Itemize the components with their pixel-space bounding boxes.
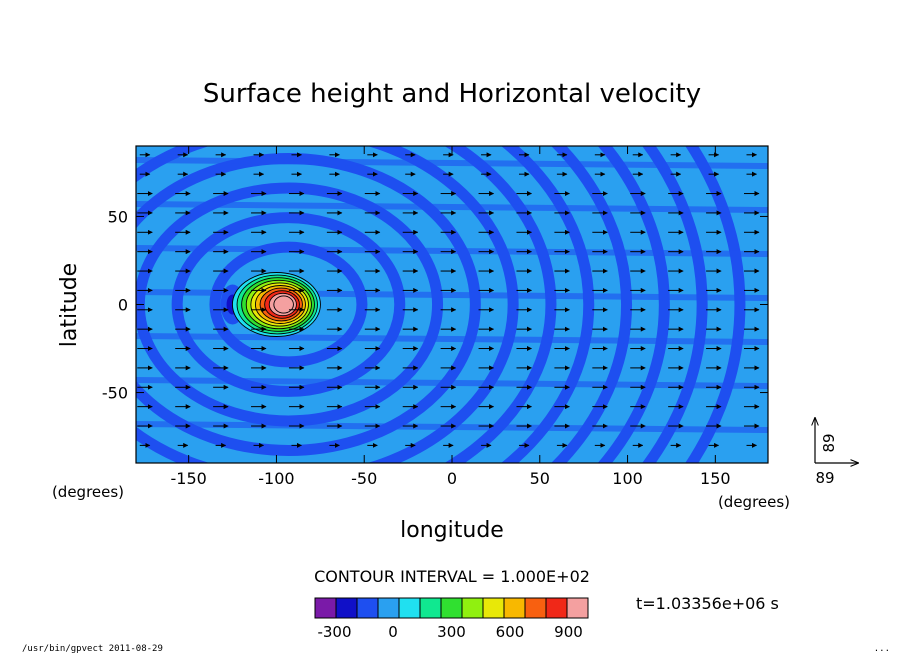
colorbar-swatch <box>524 597 547 619</box>
y-tick-label: 50 <box>108 207 128 226</box>
colorbar-swatch <box>503 597 526 619</box>
y-tick-label: 0 <box>118 296 128 315</box>
y-unit-label: (degrees) <box>52 483 124 501</box>
x-tick-label: 0 <box>447 469 457 488</box>
colorbar-swatch <box>314 597 337 619</box>
colorbar-swatch <box>545 597 568 619</box>
colorbar <box>314 597 589 619</box>
height-band <box>136 157 768 169</box>
x-tick-label: 50 <box>530 469 550 488</box>
x-tick-label: -50 <box>351 469 377 488</box>
chart-title: Surface height and Horizontal velocity <box>203 79 701 109</box>
x-unit-label: (degrees) <box>718 493 790 511</box>
height-band <box>136 333 768 345</box>
height-band <box>501 146 595 463</box>
colorbar-swatch <box>419 597 442 619</box>
height-band <box>444 146 557 463</box>
colorbar-swatch <box>482 597 505 619</box>
colorbar-swatch <box>335 597 358 619</box>
x-axis-ticks: -150 -100 -50 0 50 100 150 <box>171 146 731 488</box>
colorbar-tick-label: 300 <box>437 623 466 641</box>
height-band <box>685 146 746 463</box>
height-band <box>597 146 670 463</box>
height-band <box>136 377 768 389</box>
reference-vector-x-label: 89 <box>815 469 834 487</box>
colorbar-tick-label: -300 <box>317 623 351 641</box>
height-band <box>136 146 519 463</box>
colorbar-swatch <box>398 597 421 619</box>
colorbar-tick-labels: -300 0 300 600 900 <box>317 623 582 641</box>
time-label: t=1.03356e+06 s <box>636 594 779 613</box>
y-axis-label: latitude <box>57 263 82 347</box>
plot-area: -150 -100 -50 0 50 100 150 50 0 -50 <box>102 145 769 488</box>
colorbar-swatch <box>440 597 463 619</box>
footer-right: ... <box>874 644 890 654</box>
x-tick-label: -150 <box>171 469 207 488</box>
reference-vector-y-label: 89 <box>820 433 838 452</box>
x-tick-label: 150 <box>700 469 731 488</box>
colorbar-swatch <box>356 597 379 619</box>
y-tick-label: -50 <box>102 384 128 403</box>
colorbar-tick-label: 0 <box>388 623 398 641</box>
colorbar-tick-label: 600 <box>496 623 525 641</box>
y-axis-ticks: 50 0 -50 <box>102 207 768 403</box>
height-band <box>551 146 632 463</box>
x-axis-label: longitude <box>400 518 504 543</box>
height-band <box>642 146 708 463</box>
height-band <box>171 212 406 397</box>
contour-interval-label: CONTOUR INTERVAL = 1.000E+02 <box>314 567 590 586</box>
colorbar-tick-label: 900 <box>554 623 583 641</box>
x-tick-label: 100 <box>612 469 643 488</box>
reference-vector: 89 89 <box>815 418 858 487</box>
velocity-vectors <box>137 152 760 448</box>
height-contour <box>273 295 294 314</box>
colorbar-swatch <box>377 597 400 619</box>
x-tick-label: -100 <box>258 469 294 488</box>
height-band <box>136 201 768 213</box>
colorbar-swatch <box>461 597 484 619</box>
colorbar-swatch <box>566 597 589 619</box>
footer-left: /usr/bin/gpvect 2011-08-29 <box>22 644 163 654</box>
